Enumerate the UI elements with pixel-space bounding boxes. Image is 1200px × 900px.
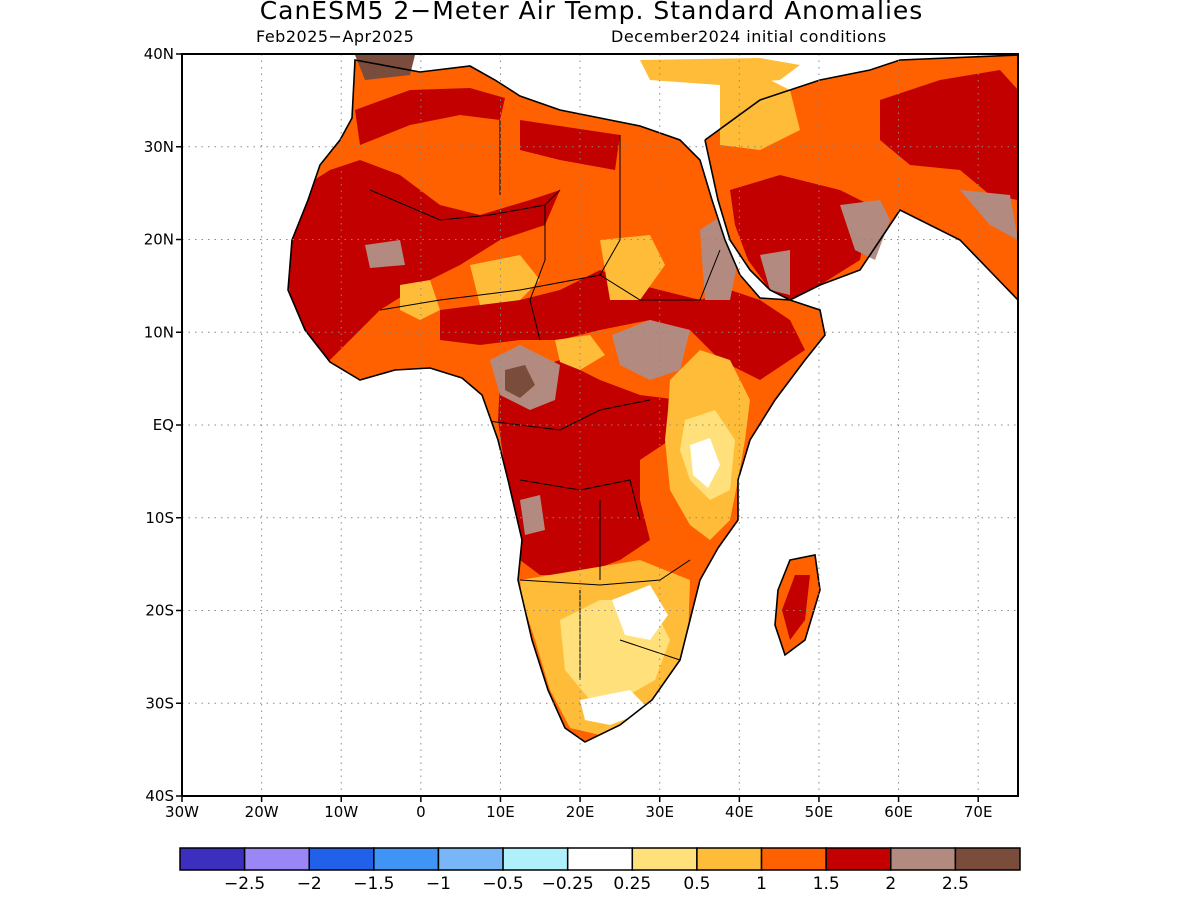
lat-label: 10S — [145, 509, 174, 527]
lon-label: 60E — [884, 803, 913, 821]
colorbar-label: 0.5 — [683, 874, 710, 894]
colorbar-swatch — [373, 847, 440, 871]
lon-label: 0 — [416, 803, 426, 821]
colorbar-label: −0.5 — [482, 874, 523, 894]
colorbar-label: 2.5 — [942, 874, 969, 894]
colorbar-swatch — [243, 847, 310, 871]
lon-label: 70E — [964, 803, 993, 821]
map-title: CanESM5 2−Meter Air Temp. Standard Anoma… — [259, 0, 924, 25]
colorbar-label: 1.5 — [813, 874, 840, 894]
colorbar-swatch — [502, 847, 569, 871]
lon-label: 10E — [486, 803, 515, 821]
colorbar-label: 1 — [756, 874, 767, 894]
lat-label: 20N — [144, 231, 174, 249]
latitude-labels: 40N 30N 20N 10N EQ 10S 20S 30S 40S — [144, 45, 174, 805]
lat-label: EQ — [153, 416, 174, 434]
lat-label: 40N — [144, 45, 174, 63]
colorbar-label: 2 — [885, 874, 896, 894]
colorbar-swatch — [696, 847, 763, 871]
lat-label: 40S — [145, 787, 174, 805]
axis-ticks — [176, 53, 979, 802]
lat-label: 30N — [144, 138, 174, 156]
lon-label: 20E — [566, 803, 595, 821]
colorbar-swatch — [890, 847, 957, 871]
colorbar — [179, 847, 1021, 871]
initial-conditions: December2024 initial conditions — [611, 27, 887, 46]
lon-label: 30W — [165, 803, 199, 821]
colorbar-label: −1 — [426, 874, 451, 894]
lat-label: 30S — [145, 694, 174, 712]
lon-label: 10W — [324, 803, 358, 821]
colorbar-label: −1.5 — [353, 874, 394, 894]
lat-label: 10N — [144, 323, 174, 341]
colorbar-swatch — [631, 847, 698, 871]
lon-label: 30E — [645, 803, 674, 821]
colorbar-label: −0.25 — [542, 874, 594, 894]
gridlines — [182, 54, 1018, 796]
coastlines — [287, 54, 1018, 743]
colorbar-label: −2.5 — [224, 874, 265, 894]
colorbar-label: 0.25 — [613, 874, 651, 894]
colorbar-swatch — [954, 847, 1021, 871]
anomaly-shading — [288, 55, 1018, 742]
lon-label: 40E — [725, 803, 754, 821]
colorbar-swatch — [760, 847, 827, 871]
longitude-labels: 30W 20W 10W 0 10E 20E 30E 40E 50E 60E 70E — [165, 803, 992, 821]
lat-label: 20S — [145, 602, 174, 620]
colorbar-swatch — [825, 847, 892, 871]
colorbar-swatch — [179, 847, 246, 871]
colorbar-label: −2 — [297, 874, 322, 894]
colorbar-swatch — [437, 847, 504, 871]
colorbar-swatch — [308, 847, 375, 871]
lon-label: 20W — [245, 803, 279, 821]
lon-label: 50E — [805, 803, 834, 821]
forecast-period: Feb2025−Apr2025 — [256, 27, 415, 46]
colorbar-swatch — [566, 847, 634, 871]
colorbar-labels: −2.5 −2 −1.5 −1 −0.5 −0.25 0.25 0.5 1 1.5 2 2.5 — [224, 874, 969, 894]
